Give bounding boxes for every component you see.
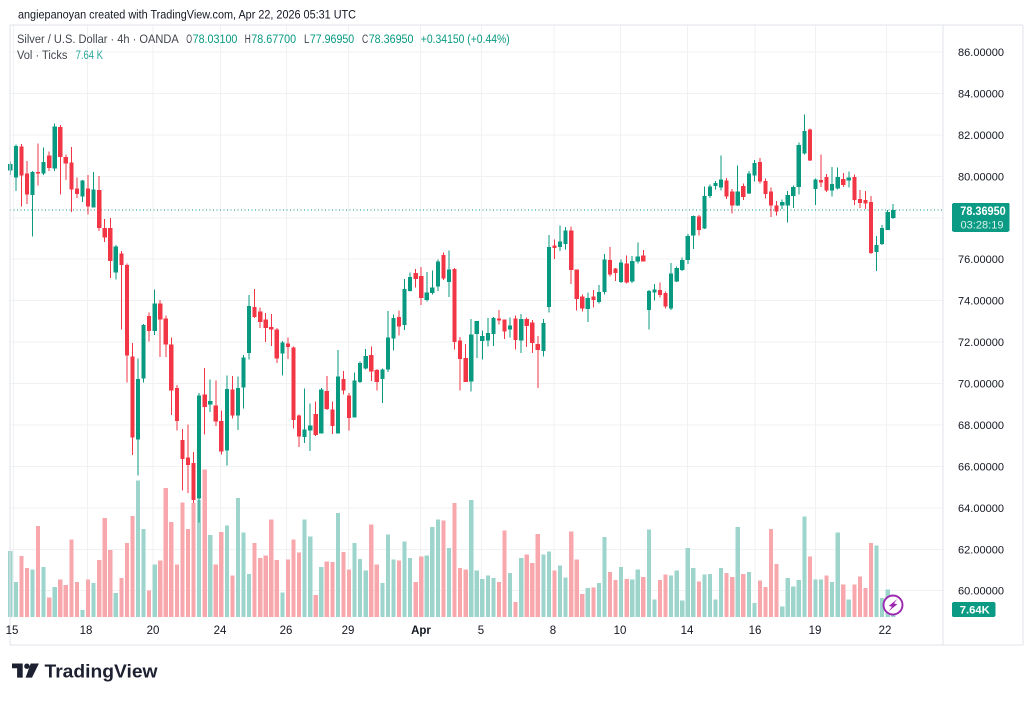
svg-text:64.00000: 64.00000 (958, 503, 1004, 515)
svg-text:15: 15 (6, 625, 19, 637)
svg-text:22: 22 (879, 625, 892, 637)
svg-text:68.00000: 68.00000 (958, 420, 1004, 432)
svg-text:72.00000: 72.00000 (958, 337, 1004, 349)
svg-text:14: 14 (681, 625, 694, 637)
svg-text:29: 29 (342, 625, 355, 637)
svg-text:8: 8 (550, 625, 556, 637)
svg-text:82.00000: 82.00000 (958, 130, 1004, 142)
svg-text:78.36950: 78.36950 (960, 204, 1006, 218)
svg-text:Vol · Ticks: Vol · Ticks (17, 48, 67, 62)
svg-text:60.00000: 60.00000 (958, 586, 1004, 598)
svg-text:+0.34150 (+0.44%): +0.34150 (+0.44%) (421, 32, 510, 46)
svg-text:L: L (304, 32, 310, 46)
svg-text:26: 26 (280, 625, 293, 637)
svg-text:C: C (362, 32, 368, 46)
svg-text:76.00000: 76.00000 (958, 254, 1004, 266)
svg-text:18: 18 (80, 625, 93, 637)
svg-text:7.64K: 7.64K (960, 605, 991, 617)
svg-text:80.00000: 80.00000 (958, 171, 1004, 183)
svg-text:78.03100: 78.03100 (193, 32, 238, 46)
svg-text:66.00000: 66.00000 (958, 461, 1004, 473)
svg-text:20: 20 (147, 625, 160, 637)
svg-text:62.00000: 62.00000 (958, 544, 1004, 556)
svg-text:70.00000: 70.00000 (958, 379, 1004, 391)
svg-text:78.67700: 78.67700 (251, 32, 296, 46)
svg-text:03:28:19: 03:28:19 (961, 219, 1004, 231)
svg-text:77.96950: 77.96950 (310, 32, 354, 46)
svg-text:78.36950: 78.36950 (369, 32, 414, 46)
svg-text:TradingView: TradingView (45, 661, 159, 682)
svg-text:angiepanoyan created with Trad: angiepanoyan created with TradingView.co… (18, 8, 356, 22)
svg-text:Apr: Apr (411, 625, 431, 637)
svg-text:O: O (186, 32, 192, 46)
svg-text:5: 5 (478, 625, 484, 637)
svg-text:84.00000: 84.00000 (958, 88, 1004, 100)
svg-text:10: 10 (614, 625, 627, 637)
svg-text:7.64 K: 7.64 K (76, 48, 104, 62)
svg-text:16: 16 (749, 625, 762, 637)
svg-text:24: 24 (214, 625, 227, 637)
svg-text:19: 19 (809, 625, 822, 637)
svg-text:74.00000: 74.00000 (958, 296, 1004, 308)
svg-text:86.00000: 86.00000 (958, 47, 1004, 59)
svg-text:H: H (245, 32, 251, 46)
svg-text:Silver / U.S. Dollar · 4h · OA: Silver / U.S. Dollar · 4h · OANDA (17, 32, 180, 46)
